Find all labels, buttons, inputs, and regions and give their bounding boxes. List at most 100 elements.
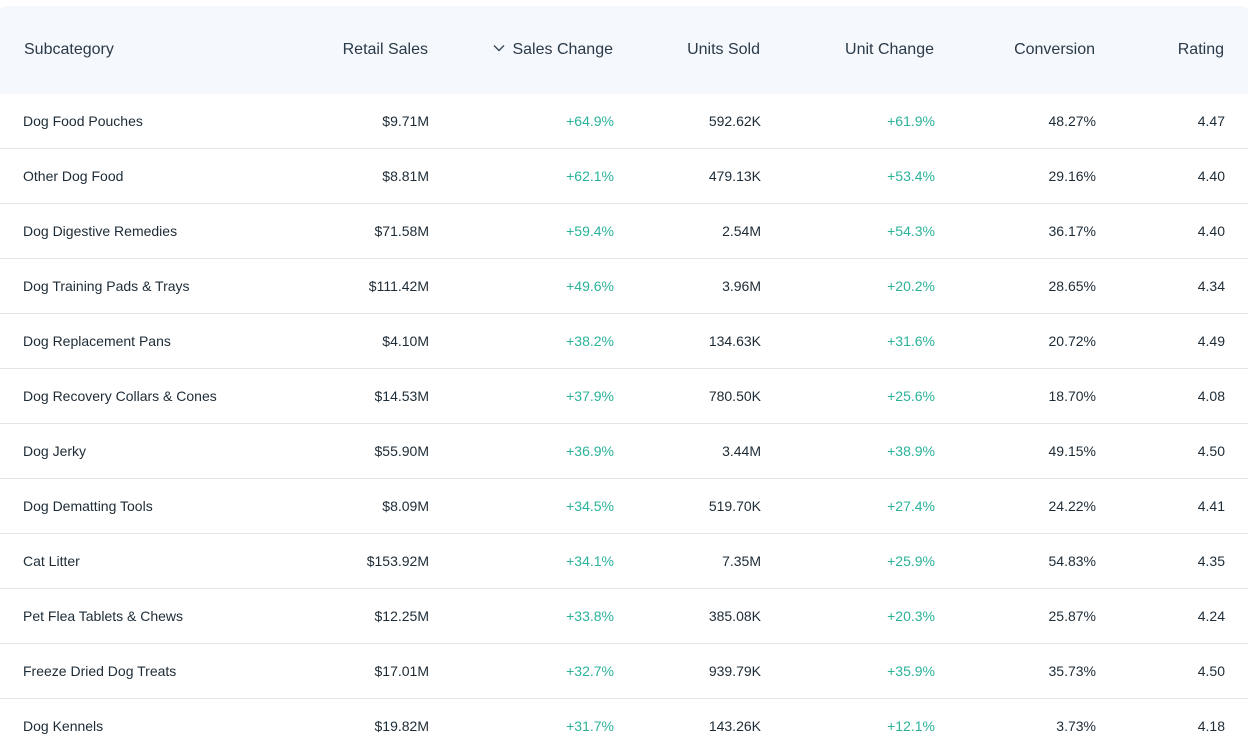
cell-unit-change: +25.6% [887, 388, 935, 404]
column-header-retail-sales[interactable]: Retail Sales [342, 41, 428, 58]
cell-retail-sales: $19.82M [374, 718, 429, 734]
table-row[interactable]: Cat Litter $153.92M +34.1% 7.35M +25.9% 54.83… [0, 534, 1248, 589]
cell-sales-change: +64.9% [566, 113, 614, 129]
cell-units-sold: 479.13K [708, 168, 761, 184]
cell-units-sold: 2.54M [722, 223, 761, 239]
table-row[interactable]: Dog Kennels $19.82M +31.7% 143.26K +12.1% 3.7… [0, 699, 1248, 753]
cell-conversion: 18.70% [1048, 388, 1096, 404]
cell-unit-change: +31.6% [887, 333, 935, 349]
cell-subcategory[interactable]: Other Dog Food [23, 168, 124, 184]
cell-rating: 4.40 [1197, 168, 1225, 184]
cell-sales-change: +31.7% [566, 718, 614, 734]
column-header-rating[interactable]: Rating [1177, 41, 1224, 58]
cell-rating: 4.34 [1197, 278, 1225, 294]
cell-conversion: 28.65% [1048, 278, 1096, 294]
cell-unit-change: +12.1% [887, 718, 935, 734]
cell-retail-sales: $12.25M [374, 608, 429, 624]
cell-rating: 4.47 [1197, 113, 1225, 129]
cell-unit-change: +61.9% [887, 113, 935, 129]
cell-units-sold: 7.35M [722, 553, 761, 569]
cell-retail-sales: $4.10M [382, 333, 429, 349]
cell-conversion: 36.17% [1048, 223, 1096, 239]
cell-conversion: 35.73% [1048, 663, 1096, 679]
cell-retail-sales: $9.71M [382, 113, 429, 129]
cell-conversion: 48.27% [1048, 113, 1096, 129]
cell-sales-change: +37.9% [566, 388, 614, 404]
cell-rating: 4.24 [1197, 608, 1225, 624]
cell-rating: 4.50 [1197, 443, 1225, 459]
cell-rating: 4.49 [1197, 333, 1225, 349]
cell-retail-sales: $8.09M [382, 498, 429, 514]
table-row[interactable]: Dog Food Pouches $9.71M +64.9% 592.62K +61.9… [0, 94, 1248, 149]
table-row[interactable]: Dog Digestive Remedies $71.58M +59.4% 2.54M… [0, 204, 1248, 259]
cell-unit-change: +20.2% [887, 278, 935, 294]
cell-conversion: 24.22% [1048, 498, 1096, 514]
column-header-unit-change[interactable]: Unit Change [845, 41, 934, 58]
cell-units-sold: 3.96M [722, 278, 761, 294]
cell-sales-change: +49.6% [566, 278, 614, 294]
cell-unit-change: +54.3% [887, 223, 935, 239]
cell-retail-sales: $55.90M [374, 443, 429, 459]
column-header-sales-change[interactable]: Sales Change [460, 6, 613, 94]
table-row[interactable]: Dog Training Pads & Trays $111.42M +49.6% 3… [0, 259, 1248, 314]
cell-conversion: 3.73% [1056, 718, 1096, 734]
cell-subcategory[interactable]: Cat Litter [23, 553, 80, 569]
cell-subcategory[interactable]: Pet Flea Tablets & Chews [23, 608, 184, 624]
cell-rating: 4.35 [1197, 553, 1225, 569]
cell-units-sold: 143.26K [708, 718, 761, 734]
cell-units-sold: 519.70K [708, 498, 761, 514]
cell-retail-sales: $8.81M [382, 168, 429, 184]
cell-conversion: 49.15% [1048, 443, 1096, 459]
column-header-conversion[interactable]: Conversion [1014, 41, 1095, 58]
table-row[interactable]: Dog Jerky $55.90M +36.9% 3.44M +38.9% 49.15% 4… [0, 424, 1248, 479]
table-header: Subcategory Retail Sales Sales Change Un… [0, 6, 1248, 94]
cell-conversion: 29.16% [1048, 168, 1096, 184]
cell-unit-change: +20.3% [887, 608, 935, 624]
cell-unit-change: +27.4% [887, 498, 935, 514]
cell-units-sold: 592.62K [708, 113, 761, 129]
cell-subcategory[interactable]: Dog Food Pouches [23, 113, 143, 129]
cell-conversion: 20.72% [1048, 333, 1096, 349]
cell-rating: 4.40 [1197, 223, 1225, 239]
table-row[interactable]: Dog Replacement Pans $4.10M +38.2% 134.63K +… [0, 314, 1248, 369]
column-header-units-sold[interactable]: Units Sold [687, 41, 760, 58]
table-row[interactable]: Other Dog Food $8.81M +62.1% 479.13K +53.4% 2… [0, 149, 1248, 204]
cell-subcategory[interactable]: Dog Kennels [23, 718, 104, 734]
cell-retail-sales: $153.92M [366, 553, 429, 569]
table-body: Dog Food Pouches $9.71M +64.9% 592.62K +61.9… [0, 94, 1248, 753]
column-header-subcategory[interactable]: Subcategory [24, 41, 114, 58]
cell-sales-change: +36.9% [566, 443, 614, 459]
cell-sales-change: +34.5% [566, 498, 614, 514]
cell-subcategory[interactable]: Dog Training Pads & Trays [23, 278, 190, 294]
table-row[interactable]: Freeze Dried Dog Treats $17.01M +32.7% 939.… [0, 644, 1248, 699]
cell-subcategory[interactable]: Freeze Dried Dog Treats [23, 663, 177, 679]
table-row[interactable]: Dog Dematting Tools $8.09M +34.5% 519.70K +2… [0, 479, 1248, 534]
cell-sales-change: +59.4% [566, 223, 614, 239]
cell-conversion: 54.83% [1048, 553, 1096, 569]
table-row[interactable]: Dog Recovery Collars & Cones $14.53M +37.9… [0, 369, 1248, 424]
cell-unit-change: +53.4% [887, 168, 935, 184]
cell-sales-change: +62.1% [566, 168, 614, 184]
cell-rating: 4.50 [1197, 663, 1225, 679]
cell-subcategory[interactable]: Dog Jerky [23, 443, 87, 459]
chevron-down-icon[interactable] [492, 41, 506, 55]
cell-retail-sales: $14.53M [374, 388, 429, 404]
cell-units-sold: 780.50K [708, 388, 761, 404]
cell-retail-sales: $17.01M [374, 663, 429, 679]
cell-conversion: 25.87% [1048, 608, 1096, 624]
cell-subcategory[interactable]: Dog Recovery Collars & Cones [23, 388, 217, 404]
cell-subcategory[interactable]: Dog Digestive Remedies [23, 223, 178, 239]
cell-rating: 4.18 [1197, 718, 1225, 734]
cell-subcategory[interactable]: Dog Dematting Tools [23, 498, 153, 514]
table-row[interactable]: Pet Flea Tablets & Chews $12.25M +33.8% 385… [0, 589, 1248, 644]
cell-sales-change: +38.2% [566, 333, 614, 349]
column-header-sales-change-label: Sales Change [512, 41, 613, 58]
cell-rating: 4.08 [1197, 388, 1225, 404]
cell-subcategory[interactable]: Dog Replacement Pans [23, 333, 171, 349]
cell-units-sold: 385.08K [708, 608, 761, 624]
cell-retail-sales: $71.58M [374, 223, 429, 239]
cell-sales-change: +34.1% [566, 553, 614, 569]
cell-units-sold: 3.44M [722, 443, 761, 459]
cell-rating: 4.41 [1197, 498, 1225, 514]
cell-unit-change: +38.9% [887, 443, 935, 459]
